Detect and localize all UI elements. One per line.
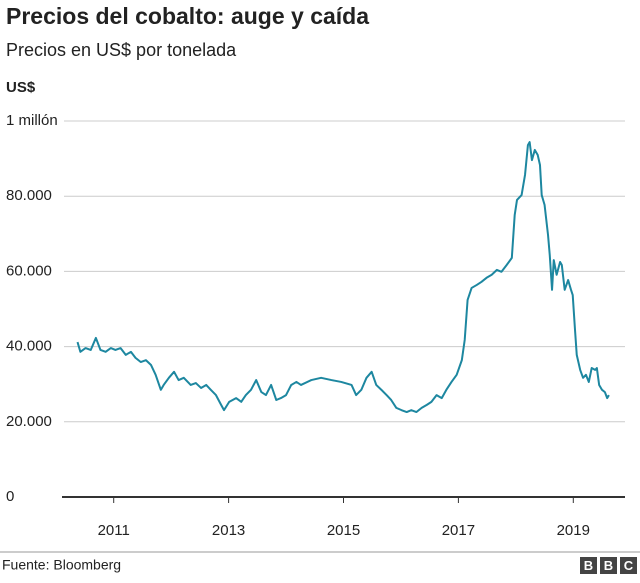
logo-letter: C: [624, 558, 634, 573]
x-tick-label: 2013: [212, 522, 245, 539]
x-tick-label: 2011: [98, 522, 130, 539]
x-tick-label: 2015: [327, 522, 360, 539]
y-tick-label: 0: [6, 488, 14, 505]
logo-letter: B: [584, 558, 593, 573]
y-tick-label: 1 millón: [6, 112, 58, 129]
logo-letter: B: [604, 558, 613, 573]
y-axis-label: US$: [6, 79, 36, 96]
logo-box: [620, 557, 637, 574]
x-tick-label: 2019: [557, 522, 590, 539]
chart-subtitle: Precios en US$ por tonelada: [6, 40, 237, 60]
price-line: [76, 141, 610, 414]
chart-title: Precios del cobalto: auge y caída: [6, 3, 369, 29]
logo-box: [580, 557, 597, 574]
logo-box: [600, 557, 617, 574]
y-tick-label: 60.000: [6, 262, 52, 279]
source: Fuente: Bloomberg: [2, 557, 121, 573]
y-tick-label: 80.000: [6, 187, 52, 204]
y-tick-label: 40.000: [6, 338, 52, 355]
logo: B B C: [580, 557, 637, 574]
y-tick-label: 20.000: [6, 413, 52, 430]
x-tick-label: 2017: [442, 522, 475, 539]
